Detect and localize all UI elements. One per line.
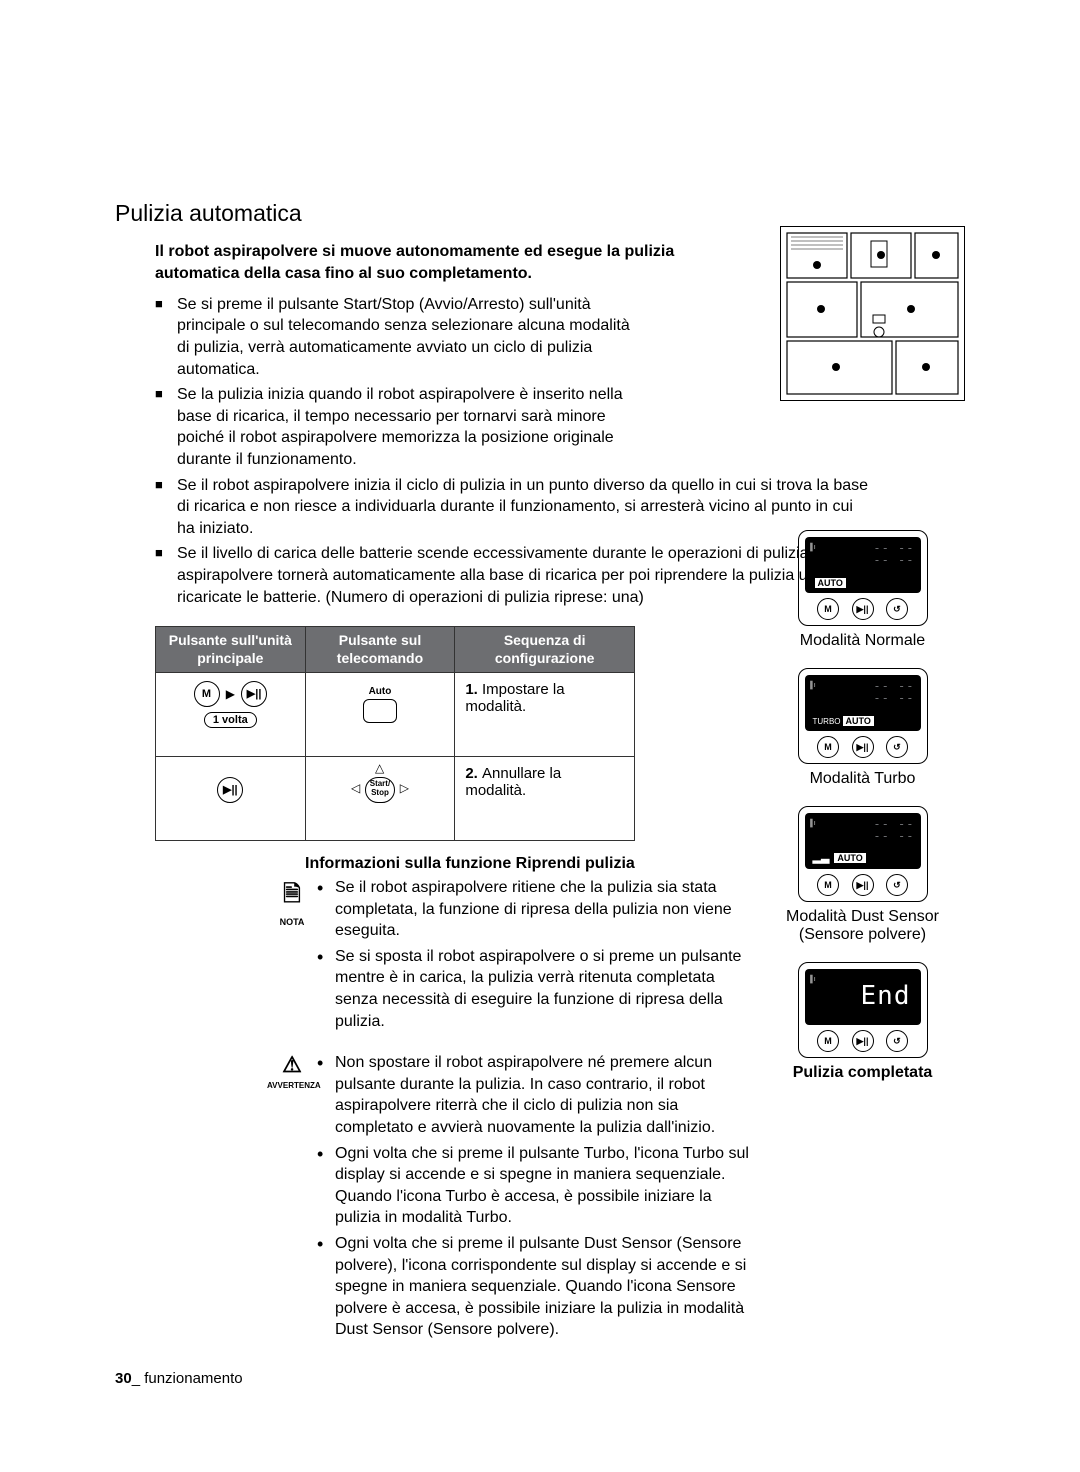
m-button-icon: M bbox=[817, 736, 839, 758]
note-block: 🗎 NOTA Se il robot aspirapolvere ritiene… bbox=[267, 877, 757, 1036]
nota-item: Se il robot aspirapolvere ritiene che la… bbox=[317, 877, 757, 942]
m-button-icon: M bbox=[194, 681, 220, 707]
warning-item: Non spostare il robot aspirapolvere né p… bbox=[317, 1052, 757, 1138]
th-remote: Pulsante sul telecomando bbox=[305, 627, 455, 673]
floorplan-diagram bbox=[780, 226, 965, 401]
bullet-item: Se la pulizia inizia quando il robot asp… bbox=[155, 384, 655, 470]
start-stop-pad-icon: △ ◁ ▷ Start/Stop bbox=[345, 765, 415, 815]
warning-block: ⚠ AVVERTENZA Non spostare il robot aspir… bbox=[267, 1052, 757, 1345]
return-button-icon: ↺ bbox=[886, 874, 908, 896]
end-text: End bbox=[861, 981, 911, 1011]
nota-icon: 🗎 NOTA bbox=[267, 877, 317, 1036]
m-button-icon: M bbox=[817, 874, 839, 896]
mode-label-turbo: Modalità Turbo bbox=[760, 770, 965, 788]
play-button-icon: ▶|| bbox=[241, 681, 267, 707]
play-button-icon: ▶|| bbox=[852, 1030, 874, 1052]
mode-label-dust: Modalità Dust Sensor (Sensore polvere) bbox=[760, 908, 965, 944]
device-turbo: 𝄆 -- ---- -- TURBOAUTO M ▶|| ↺ bbox=[798, 668, 928, 764]
cell-seq-1: 1. Impostare la modalità. bbox=[455, 673, 635, 757]
device-end: 𝄆 End M ▶|| ↺ bbox=[798, 962, 928, 1058]
return-button-icon: ↺ bbox=[886, 598, 908, 620]
controls-table: Pulsante sull'unità principale Pulsante … bbox=[155, 626, 635, 841]
return-button-icon: ↺ bbox=[886, 736, 908, 758]
footer-section: _ funzionamento bbox=[132, 1370, 243, 1387]
mode-label-end: Pulizia completata bbox=[760, 1064, 965, 1082]
warning-item: Ogni volta che si preme il pulsante Turb… bbox=[317, 1143, 757, 1229]
th-sequence: Sequenza di configurazione bbox=[455, 627, 635, 673]
nota-item: Se si sposta il robot aspirapolvere o si… bbox=[317, 946, 757, 1032]
page-number: 30 bbox=[115, 1370, 132, 1387]
mode-label-normal: Modalità Normale bbox=[760, 632, 965, 650]
cell-remote-1: Auto bbox=[305, 673, 455, 757]
page-footer: 30_ funzionamento bbox=[115, 1370, 243, 1387]
play-button-icon: ▶|| bbox=[852, 874, 874, 896]
m-button-icon: M bbox=[817, 1030, 839, 1052]
m-button-icon: M bbox=[817, 598, 839, 620]
once-chip: 1 volta bbox=[204, 712, 257, 728]
nota-list: Se il robot aspirapolvere ritiene che la… bbox=[317, 877, 757, 1036]
device-normal: 𝄆 -- ---- -- AUTO M ▶|| ↺ bbox=[798, 530, 928, 626]
auto-remote-icon: Auto bbox=[363, 686, 397, 723]
bullet-item: Se si preme il pulsante Start/Stop (Avvi… bbox=[155, 294, 645, 380]
play-button-icon: ▶|| bbox=[217, 777, 243, 803]
intro-text: Il robot aspirapolvere si muove autonoma… bbox=[155, 241, 675, 286]
play-button-icon: ▶|| bbox=[852, 736, 874, 758]
page-title: Pulizia automatica bbox=[115, 200, 965, 227]
warning-icon: ⚠ AVVERTENZA bbox=[267, 1052, 317, 1345]
play-button-icon: ▶|| bbox=[852, 598, 874, 620]
cell-unit-1: M ▶ ▶|| 1 volta bbox=[156, 673, 306, 757]
warning-item: Ogni volta che si preme il pulsante Dust… bbox=[317, 1233, 757, 1341]
warning-list: Non spostare il robot aspirapolvere né p… bbox=[317, 1052, 757, 1345]
th-unit: Pulsante sull'unità principale bbox=[156, 627, 306, 673]
cell-unit-2: ▶|| bbox=[156, 757, 306, 841]
device-dust: 𝄆 -- ---- -- ▂▃AUTO M ▶|| ↺ bbox=[798, 806, 928, 902]
mode-column: 𝄆 -- ---- -- AUTO M ▶|| ↺ Modalità Norma… bbox=[760, 530, 965, 1100]
return-button-icon: ↺ bbox=[886, 1030, 908, 1052]
cell-seq-2: 2. Annullare la modalità. bbox=[455, 757, 635, 841]
cell-remote-2: △ ◁ ▷ Start/Stop bbox=[305, 757, 455, 841]
